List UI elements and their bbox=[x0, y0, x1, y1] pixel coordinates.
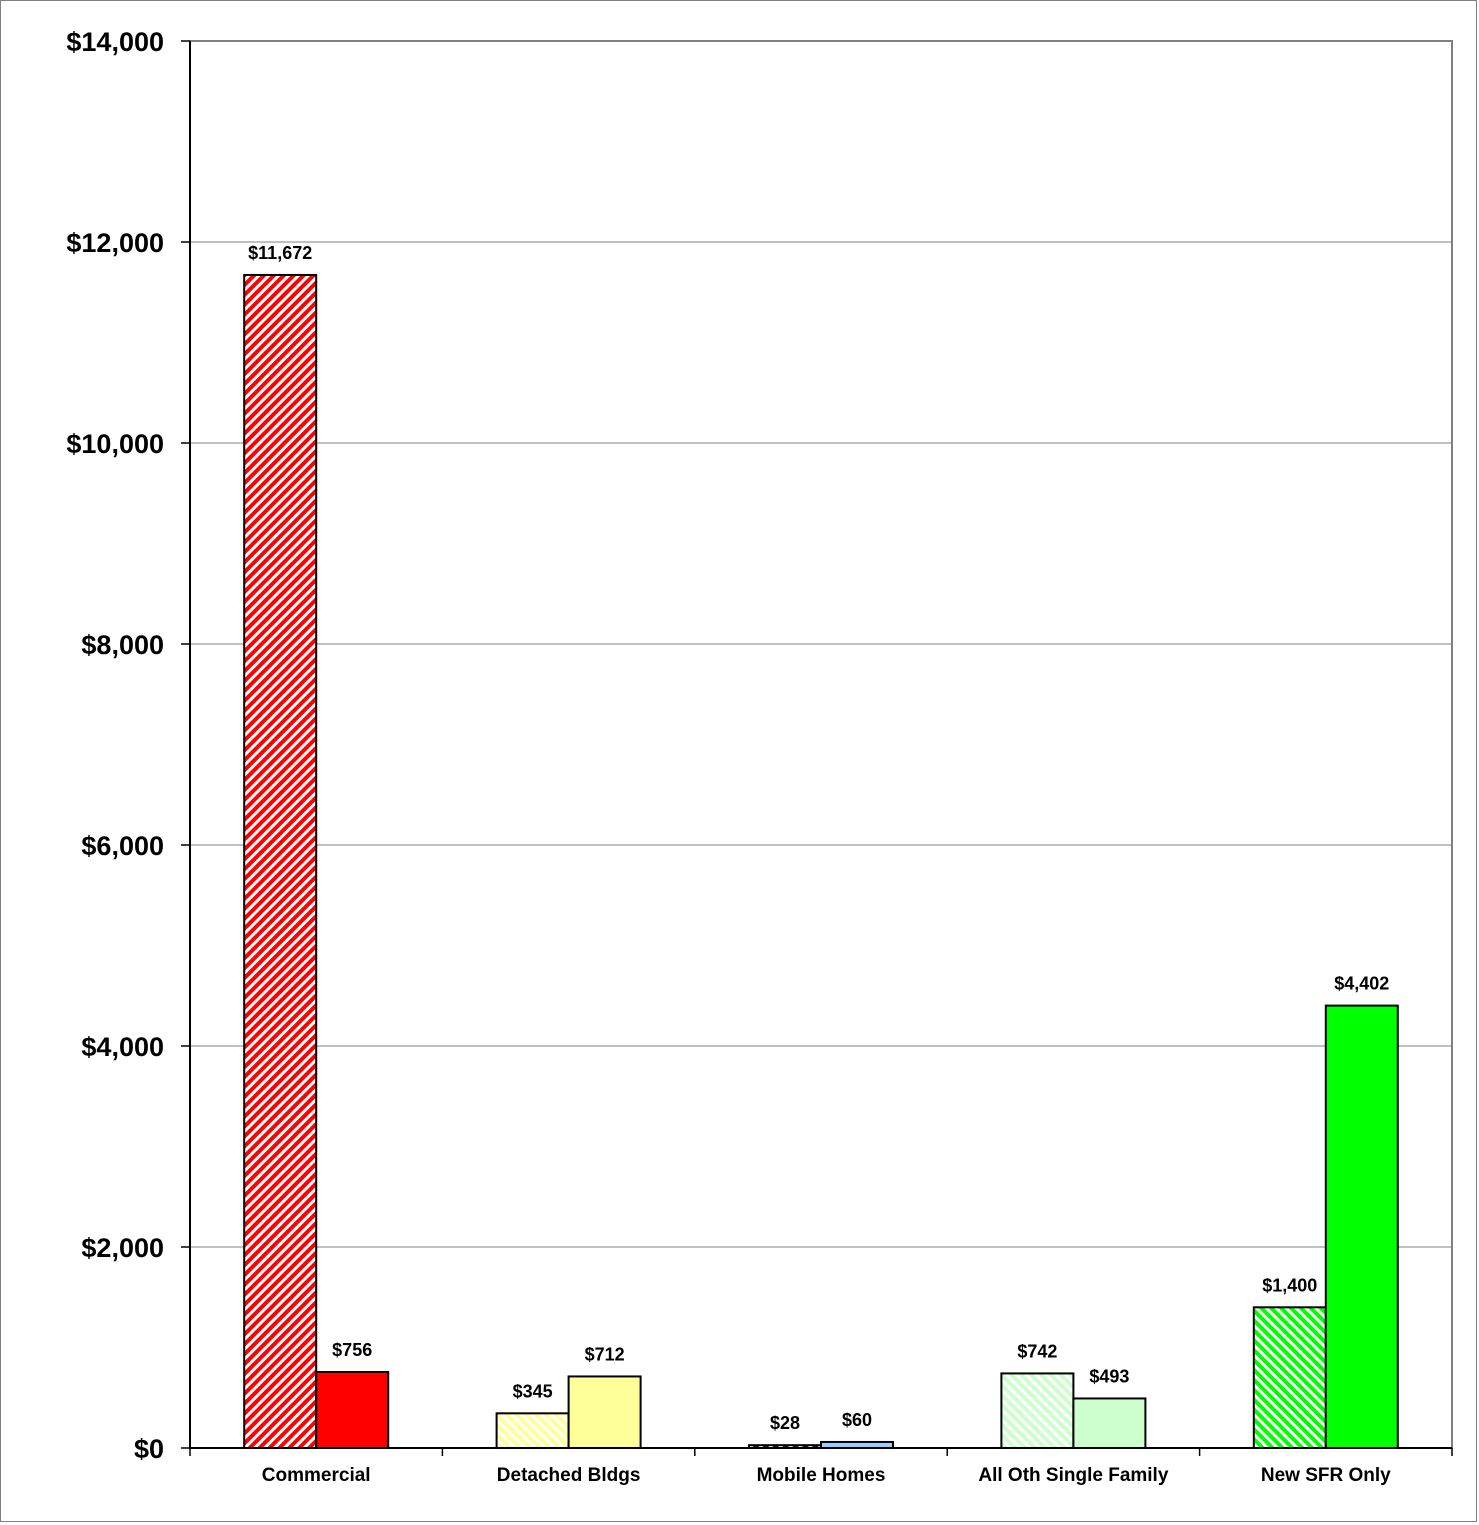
bar-detached-bldgs-series-1 bbox=[495, 1412, 570, 1450]
bar-detached-bldgs-series-2 bbox=[567, 1375, 642, 1449]
data-label: $742 bbox=[1017, 1341, 1057, 1361]
bar-mobile-homes-series-2 bbox=[820, 1440, 894, 1449]
y-tick-label: $6,000 bbox=[81, 831, 164, 861]
x-tick-label: All Oth Single Family bbox=[978, 1465, 1168, 1486]
y-tick-label: $10,000 bbox=[66, 429, 164, 459]
bar-mobile-homes-series-1 bbox=[748, 1444, 822, 1450]
data-label: $60 bbox=[842, 1410, 872, 1430]
data-label: $11,672 bbox=[248, 243, 312, 263]
data-label: $756 bbox=[332, 1340, 372, 1360]
data-label: $345 bbox=[513, 1381, 553, 1401]
data-label: $28 bbox=[770, 1413, 800, 1433]
y-tick-label: $4,000 bbox=[81, 1032, 164, 1062]
x-tick-label: Detached Bldgs bbox=[497, 1465, 641, 1486]
data-label: $1,400 bbox=[1262, 1275, 1317, 1295]
bar-all-oth-single-family-series-2 bbox=[1072, 1397, 1147, 1449]
y-tick-label: $2,000 bbox=[81, 1233, 164, 1263]
x-tick-label: Mobile Homes bbox=[757, 1465, 886, 1486]
data-label: $493 bbox=[1089, 1366, 1129, 1386]
data-label: $712 bbox=[585, 1344, 625, 1364]
axes: $0 $2,000 $4,000 $6,000 $8,000 $10,000 $12,000… bbox=[66, 27, 1453, 1486]
gridlines bbox=[190, 241, 1452, 1248]
x-tick-label: New SFR Only bbox=[1261, 1465, 1391, 1486]
bar-new-sfr-only-series-2 bbox=[1324, 1004, 1399, 1449]
data-label: $4,402 bbox=[1334, 974, 1389, 994]
bar-commercial-series-1 bbox=[243, 273, 318, 1449]
bars bbox=[243, 273, 1399, 1450]
bar-new-sfr-only-series-1 bbox=[1252, 1306, 1327, 1450]
y-tick-label: $0 bbox=[134, 1434, 164, 1464]
y-tick-label: $8,000 bbox=[81, 630, 164, 660]
y-tick-label: $14,000 bbox=[66, 27, 164, 57]
x-tick-label: Commercial bbox=[262, 1465, 371, 1486]
y-tick-label: $12,000 bbox=[66, 228, 164, 258]
bar-all-oth-single-family-series-1 bbox=[1000, 1372, 1075, 1449]
data-labels: $11,672 $756 $345 $712 $28 $60 $742 $493 $1,400 $… bbox=[248, 243, 1389, 1433]
bar-commercial-series-2 bbox=[315, 1371, 390, 1449]
plot-area bbox=[189, 40, 1453, 1449]
